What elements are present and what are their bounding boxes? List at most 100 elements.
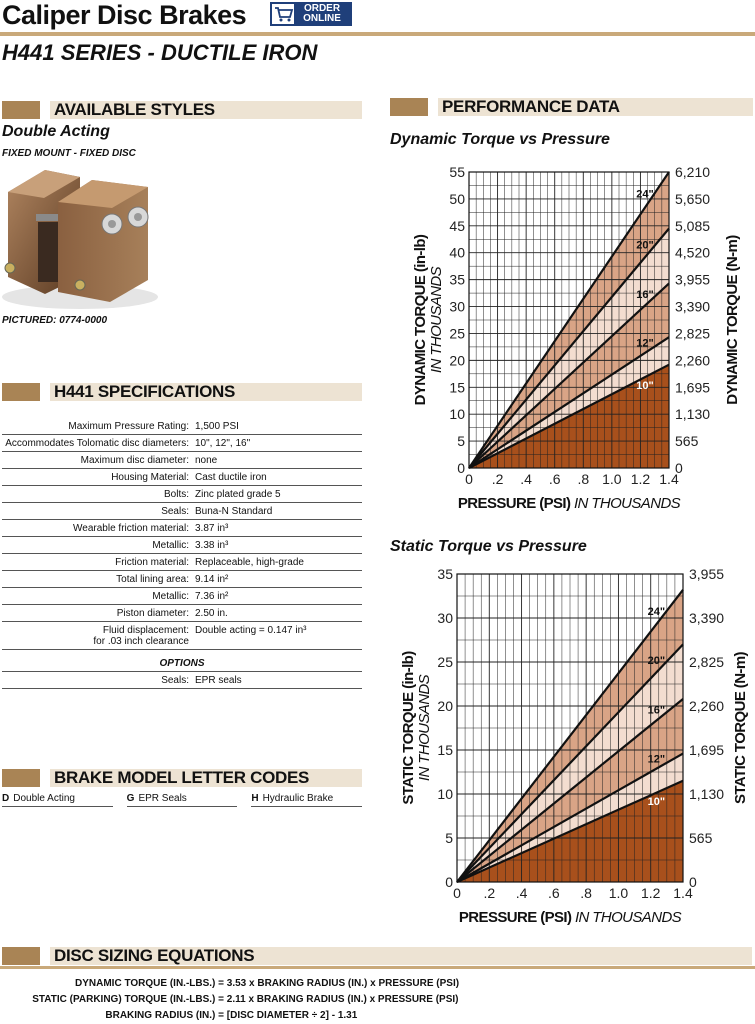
code-label: Double Acting [13, 793, 75, 804]
spec-value: 9.14 in² [191, 570, 362, 588]
specifications-table: Maximum Pressure Rating: 1,500 PSI Accommo… [2, 418, 362, 689]
code-letter: D [2, 793, 10, 804]
equation-formula: 2.11 x BRAKING RADIUS (IN.) x PRESSURE (… [226, 994, 459, 1005]
x-tick-label: .4 [516, 885, 528, 901]
order-online-button[interactable]: ORDER ONLINE [270, 2, 352, 26]
section-label: AVAILABLE STYLES [50, 101, 362, 119]
spec-key: Wearable friction material: [2, 519, 191, 537]
y2-tick-label: 2,260 [675, 352, 710, 368]
spec-key: Friction material: [2, 553, 191, 571]
series-label: 16" [636, 289, 653, 301]
series-label: 24" [648, 606, 665, 618]
style-mount: FIXED MOUNT - FIXED DISC [2, 148, 136, 159]
y-tick-label: 5 [445, 830, 453, 846]
y2-tick-label: 3,390 [689, 610, 724, 626]
spec-key: Total lining area: [2, 570, 191, 588]
spec-row: Housing Material: Cast ductile iron [2, 468, 362, 486]
order-label: ORDER [303, 3, 341, 14]
spec-row: Metallic: 3.38 in³ [2, 536, 362, 554]
series-subtitle: H441 SERIES - DUCTILE IRON [2, 40, 318, 65]
code-item: H Hydraulic Brake [251, 793, 363, 807]
equation-row: BRAKING RADIUS (IN.) = [DISC DIAMETER ÷ … [2, 1010, 357, 1021]
series-label: 20" [648, 655, 665, 667]
y-axis-sublabel: IN THOUSANDS [428, 266, 445, 373]
series-label: 12" [636, 337, 653, 349]
equation-formula: [DISC DIAMETER ÷ 2] - 1.31 [226, 1010, 358, 1021]
equation-label: DYNAMIC TORQUE (IN.-LBS.) = [75, 978, 224, 989]
y2-tick-label: 565 [675, 433, 699, 449]
shopping-cart-icon [275, 7, 294, 22]
letter-codes-heading: BRAKE MODEL LETTER CODES [2, 768, 362, 788]
x-tick-label: 1.2 [641, 885, 661, 901]
spec-row: Piston diameter: 2.50 in. [2, 604, 362, 622]
y2-tick-label: 0 [675, 460, 683, 476]
spec-value: Cast ductile iron [191, 468, 362, 486]
specifications-heading: H441 SPECIFICATIONS [2, 382, 362, 402]
series-label: 10" [648, 796, 665, 808]
x-tick-label: .8 [580, 885, 592, 901]
y2-tick-label: 5,085 [675, 218, 710, 234]
plot-frame [456, 573, 684, 883]
x-tick-label: .6 [548, 885, 560, 901]
y-tick-label: 20 [437, 698, 453, 714]
x-tick-label: .2 [492, 471, 504, 487]
spec-value: Buna-N Standard [191, 502, 362, 520]
series-label: 12" [648, 753, 665, 765]
y-tick-label: 10 [449, 406, 465, 422]
chart-title-dynamic: Dynamic Torque vs Pressure [390, 131, 610, 148]
equations-rule [0, 966, 755, 969]
equation-label: BRAKING RADIUS (IN.) = [105, 1010, 224, 1021]
x-tick-label: 0 [465, 471, 473, 487]
pictured-caption: PICTURED: 0774-0000 [2, 315, 108, 326]
y2-tick-label: 5,650 [675, 191, 710, 207]
series-label: 24" [636, 189, 653, 201]
spec-value: 3.38 in³ [191, 536, 362, 554]
spec-row: Total lining area: 9.14 in² [2, 570, 362, 588]
x-tick-label: 1.4 [659, 471, 679, 487]
series-label: 10" [636, 380, 653, 392]
spec-key: Piston diameter: [2, 604, 191, 622]
y-tick-label: 25 [449, 325, 465, 341]
y-tick-label: 5 [457, 433, 465, 449]
equation-label: STATIC (PARKING) TORQUE (IN.-LBS.) = [32, 994, 224, 1005]
y-tick-label: 15 [437, 742, 453, 758]
letter-codes-list: D Double Acting G EPR Seals H Hydraulic Bra… [2, 793, 363, 807]
y2-tick-label: 3,390 [675, 299, 710, 315]
series-line [468, 336, 670, 469]
header-rule [0, 32, 755, 36]
spec-key: Metallic: [2, 536, 191, 554]
code-item: D Double Acting [2, 793, 113, 807]
y2-tick-label: 1,130 [689, 786, 724, 802]
section-label: BRAKE MODEL LETTER CODES [50, 769, 362, 787]
spec-row: Seals: EPR seals [2, 671, 362, 689]
y-tick-label: 15 [449, 379, 465, 395]
series-line [468, 227, 670, 469]
spec-key: Bolts: [2, 485, 191, 503]
y-axis-label: STATIC TORQUE (in-lb) [400, 651, 417, 805]
y-tick-label: 0 [457, 460, 465, 476]
spec-value: Replaceable, high-grade [191, 553, 362, 571]
series-line [456, 779, 684, 884]
y2-tick-label: 0 [689, 874, 697, 890]
spec-row: Accommodates Tolomatic disc diameters: 10… [2, 434, 362, 452]
spec-value: Zinc plated grade 5 [191, 485, 362, 503]
spec-key: Seals: [2, 671, 191, 689]
x-tick-label: 0 [453, 885, 461, 901]
y2-tick-label: 1,695 [675, 379, 710, 395]
x-axis-label: PRESSURE (PSI) IN THOUSANDS [459, 909, 682, 926]
spec-value: Double acting = 0.147 in³ [191, 621, 362, 650]
equation-row: DYNAMIC TORQUE (IN.-LBS.) = 3.53 x BRAKI… [2, 978, 459, 989]
y-tick-label: 45 [449, 218, 465, 234]
code-label: EPR Seals [138, 793, 187, 804]
spec-value: 7.36 in² [191, 587, 362, 605]
y2-tick-label: 3,955 [675, 272, 710, 288]
x-tick-label: 1.0 [602, 471, 622, 487]
spec-key: Housing Material: [2, 468, 191, 486]
code-letter: G [126, 793, 135, 804]
y-tick-label: 0 [445, 874, 453, 890]
y2-tick-label: 1,695 [689, 742, 724, 758]
performance-heading: PERFORMANCE DATA [390, 97, 753, 117]
series-label: 20" [636, 239, 653, 251]
series-line [468, 282, 670, 469]
code-item: G EPR Seals [126, 793, 238, 807]
